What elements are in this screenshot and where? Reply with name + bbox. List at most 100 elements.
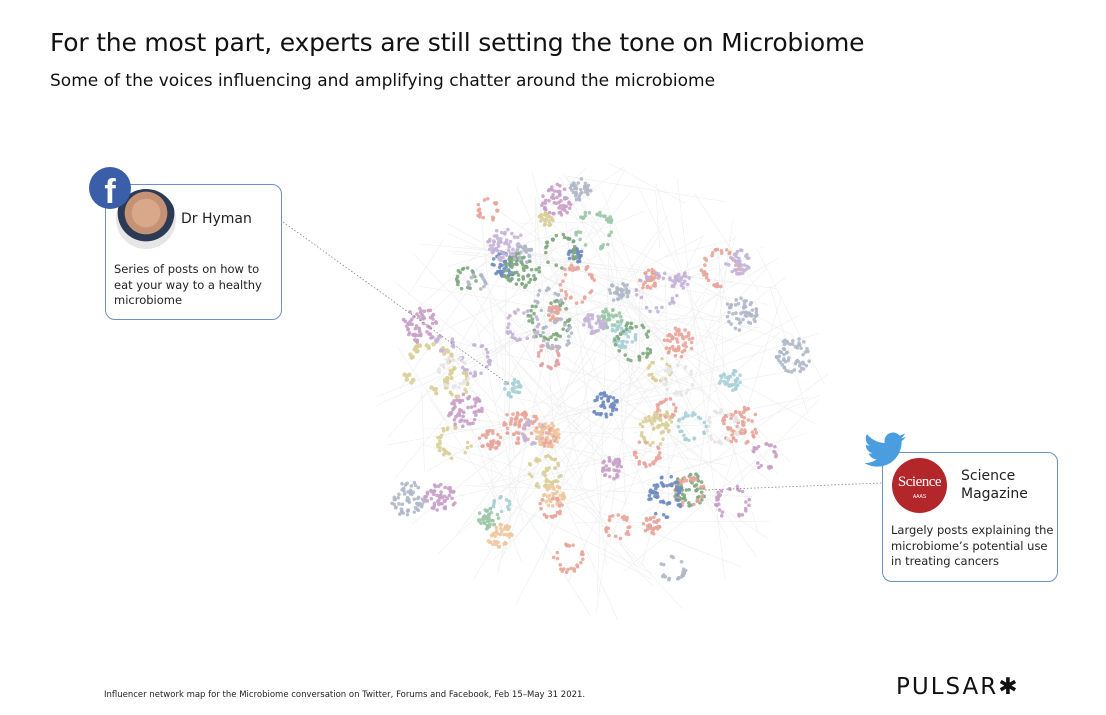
network-node [519,384,523,389]
network-node [460,365,465,370]
network-node [425,492,430,496]
network-node [436,369,441,373]
network-node [432,501,437,506]
network-node [457,385,461,390]
network-node [393,506,398,510]
network-node [718,410,722,415]
network-node [547,424,551,428]
network-node [413,506,418,510]
network-node [651,489,656,494]
network-node [734,311,738,315]
network-node [784,368,788,373]
network-cluster [721,405,759,445]
network-node [744,500,748,504]
network-node [474,400,478,405]
network-node [422,499,426,504]
network-node [506,507,511,511]
network-node [496,432,500,437]
network-node [405,512,410,517]
network-node [515,417,519,421]
network-node [515,235,520,240]
network-node [536,354,541,358]
network-node [644,516,649,521]
network-node [689,372,693,376]
network-node [525,265,529,270]
network-cluster [632,440,662,469]
network-node [487,522,492,526]
network-node [661,430,665,434]
network-node [734,386,738,391]
network-node [594,321,599,325]
network-node [506,392,511,397]
network-node [719,375,724,380]
network-node [683,366,687,370]
network-node [648,443,653,447]
network-node [753,314,758,318]
network-cluster [725,296,759,332]
network-node [671,279,675,283]
network-node [715,497,720,502]
network-node [665,410,669,414]
network-node [675,480,680,485]
network-node [430,321,435,326]
network-node [497,257,501,261]
network-node [522,437,527,442]
network-node [590,316,595,321]
network-node [575,563,579,568]
network-node [740,513,745,517]
network-node [453,501,457,505]
network-node [545,240,549,245]
network-node [682,433,686,438]
network-node [470,269,475,273]
network-node [578,187,583,192]
network-node [583,181,588,186]
network-node [654,305,659,310]
network-node [707,415,712,420]
network-cluster [486,522,514,549]
network-node [658,451,662,455]
network-node [564,293,569,297]
network-node [593,398,597,403]
network-node [743,428,747,432]
network-node [568,267,572,272]
network-node [643,280,648,285]
network-node [673,332,678,337]
network-node [544,213,548,218]
network-node [548,318,553,322]
network-node [441,351,447,356]
network-cluster [466,273,488,291]
network-node [658,499,663,504]
network-cluster [662,326,695,359]
network-node [515,338,519,343]
network-node [479,521,483,526]
network-node [496,439,500,444]
network-node [400,481,404,486]
network-node [734,416,738,420]
network-node [402,489,406,493]
network-node [546,444,551,449]
network-node [417,314,421,319]
network-node [555,479,560,484]
network-node [782,342,787,347]
network-node [747,497,752,502]
network-node [685,282,690,287]
page-subtitle: Some of the voices influencing and ampli… [50,71,716,91]
network-node [455,398,459,403]
network-node [633,332,638,337]
network-node [473,370,477,375]
network-node [630,326,634,330]
network-node [439,490,443,494]
network-node [563,296,568,301]
network-node [610,327,615,332]
network-node [648,278,653,283]
network-node [669,474,673,479]
network-node [753,412,758,417]
network-node [397,492,401,497]
network-node [485,350,490,355]
network-node [583,213,588,218]
network-node [625,529,630,534]
network-node [668,339,672,343]
network-node [656,425,660,430]
network-node [542,223,547,227]
network-node [719,514,724,518]
